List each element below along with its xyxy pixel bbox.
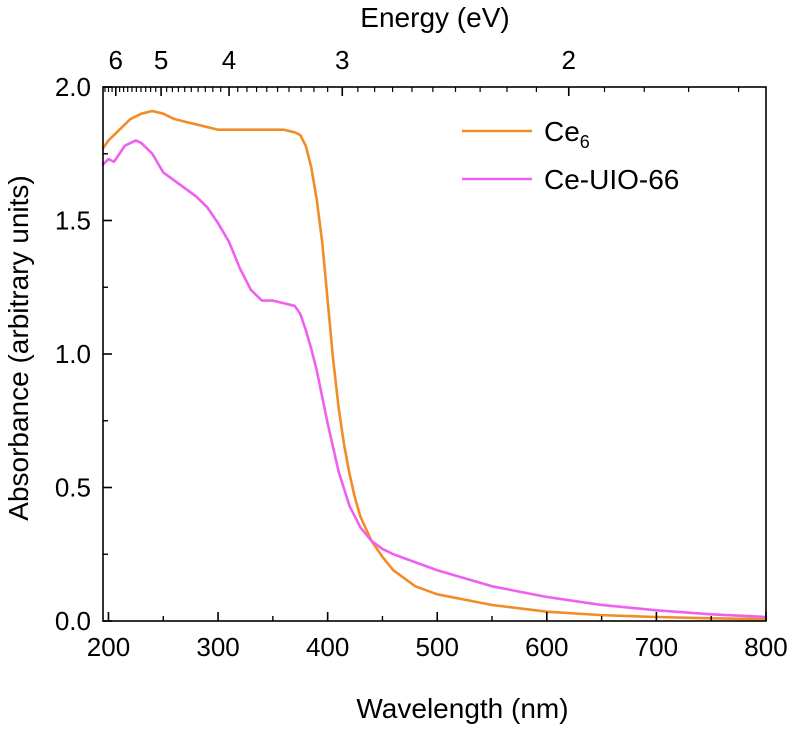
legend-label-ce6: Ce6 (544, 116, 590, 152)
x-tick-label: 400 (306, 632, 349, 662)
x-tick-label: 700 (635, 632, 678, 662)
legend-label-ce-uio-66: Ce-UIO-66 (544, 164, 679, 195)
y-axis-title: Absorbance (arbitrary units) (3, 175, 34, 520)
x-axis-title: Wavelength (nm) (356, 693, 568, 724)
top-tick-label: 3 (335, 45, 349, 75)
legend: Ce6 Ce-UIO-66 (462, 116, 679, 195)
series-line-ce-uio-66 (101, 139, 768, 619)
y-tick-label: 0.0 (55, 606, 91, 636)
y-tick-label: 2.0 (55, 72, 91, 102)
top-tick-label: 2 (562, 45, 576, 75)
top-tick-label: 5 (154, 45, 168, 75)
top-tick-label: 4 (222, 45, 236, 75)
x-tick-label: 500 (416, 632, 459, 662)
x-tick-label: 800 (744, 632, 787, 662)
x-tick-label: 300 (196, 632, 239, 662)
top-axis-title: Energy (eV) (360, 2, 509, 33)
y-tick-label: 1.5 (55, 206, 91, 236)
series-layer (101, 109, 768, 621)
top-tick-label: 6 (109, 45, 123, 75)
series-line-ce6 (101, 109, 768, 621)
axes-layer: 200 300 400 500 600 700 800 0.0 0.5 1.0 1.5 2.0 6 5 4 3… (3, 2, 788, 724)
y-tick-label: 0.5 (55, 473, 91, 503)
y-tick-label: 1.0 (55, 339, 91, 369)
x-tick-label: 600 (525, 632, 568, 662)
x-tick-label: 200 (87, 632, 130, 662)
